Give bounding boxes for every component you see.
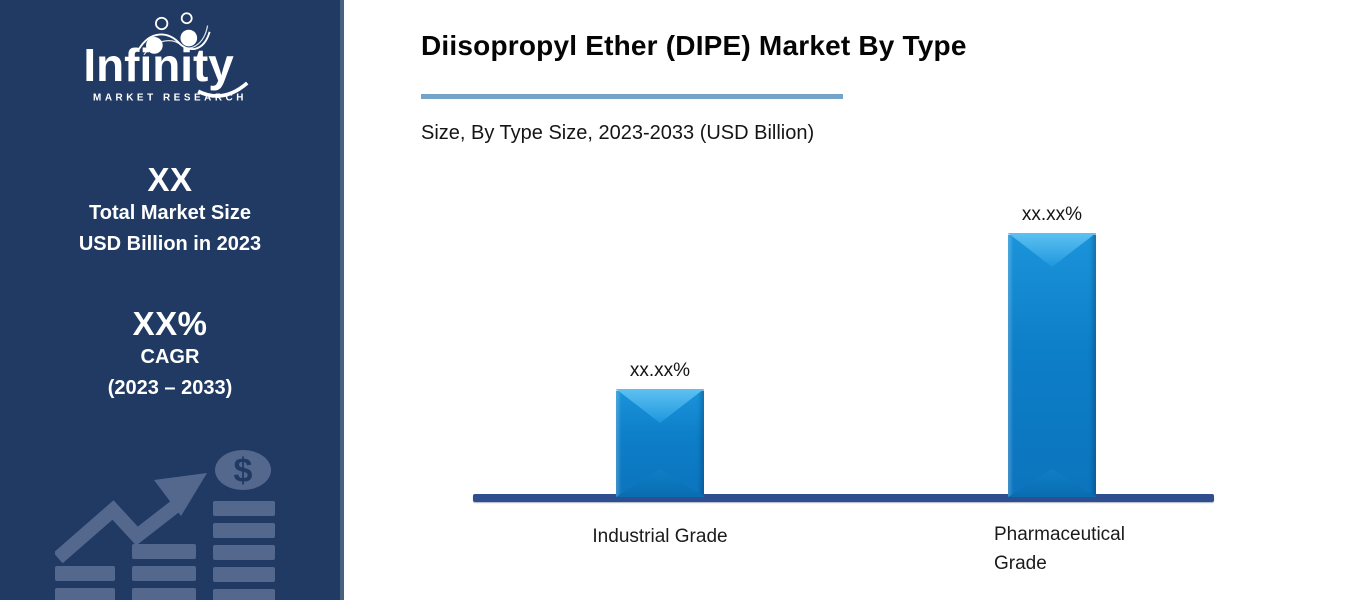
cagr-label: CAGR <box>140 346 200 368</box>
trend-arrow-icon <box>55 473 207 564</box>
logo-tagline: MARKET RESEARCH <box>93 93 247 104</box>
logo-wordmark: Infinity <box>83 39 234 91</box>
bar-value-label-pharmaceutical: xx.xx% <box>1021 204 1083 225</box>
bar-chart: xx.xx% xx.xx% Industrial Grade Pharmaceu… <box>344 160 1360 600</box>
sidebar: Infinity MARKET RESEARCH XX Total Market… <box>0 0 344 600</box>
cagr-stat: XX% CAGR (2023 – 2033) <box>0 306 340 404</box>
logo-small-circle-left <box>155 16 169 31</box>
growth-chart-icon: $ <box>55 450 275 600</box>
total-market-size-value: XX <box>147 161 193 198</box>
dollar-coin-icon: $ <box>215 450 271 490</box>
category-label-pharmaceutical-grade: Pharmaceutical Grade <box>994 524 1125 574</box>
logo-dot-right <box>180 29 198 47</box>
coin-stack-middle <box>132 544 196 600</box>
bar-value-label-industrial: xx.xx% <box>629 360 691 381</box>
coin-stack-right <box>213 501 275 600</box>
main-content: Diisopropyl Ether (DIPE) Market By Type … <box>344 0 1360 600</box>
bar-group-industrial-grade: xx.xx% <box>616 360 704 497</box>
infinity-market-research-logo: Infinity MARKET RESEARCH <box>83 12 249 104</box>
logo-dot-left <box>146 37 163 54</box>
coin-stack-left <box>55 566 115 600</box>
logo-swoosh <box>197 81 249 98</box>
total-market-size-stat: XX Total Market Size USD Billion in 2023 <box>0 162 340 260</box>
category-label-industrial-grade: Industrial Grade <box>592 526 728 547</box>
infinity-loop-icon <box>137 12 249 98</box>
total-market-size-unit: USD Billion in 2023 <box>78 233 262 255</box>
chart-baseline <box>473 494 1214 502</box>
chart-subtitle: Size, By Type Size, 2023-2033 (USD Billi… <box>421 122 815 144</box>
bar-pharmaceutical-grade <box>1008 233 1096 497</box>
title-underline <box>421 94 843 99</box>
logo-small-circle-right <box>180 12 193 25</box>
bar-industrial-grade <box>616 389 704 497</box>
total-market-size-label: Total Market Size <box>89 202 251 224</box>
dollar-sign: $ <box>234 452 253 490</box>
cagr-period: (2023 – 2033) <box>107 377 233 399</box>
bar-group-pharmaceutical-grade: xx.xx% <box>1008 204 1096 497</box>
page-title: Diisopropyl Ether (DIPE) Market By Type <box>421 30 967 61</box>
cagr-value: XX% <box>132 305 208 342</box>
